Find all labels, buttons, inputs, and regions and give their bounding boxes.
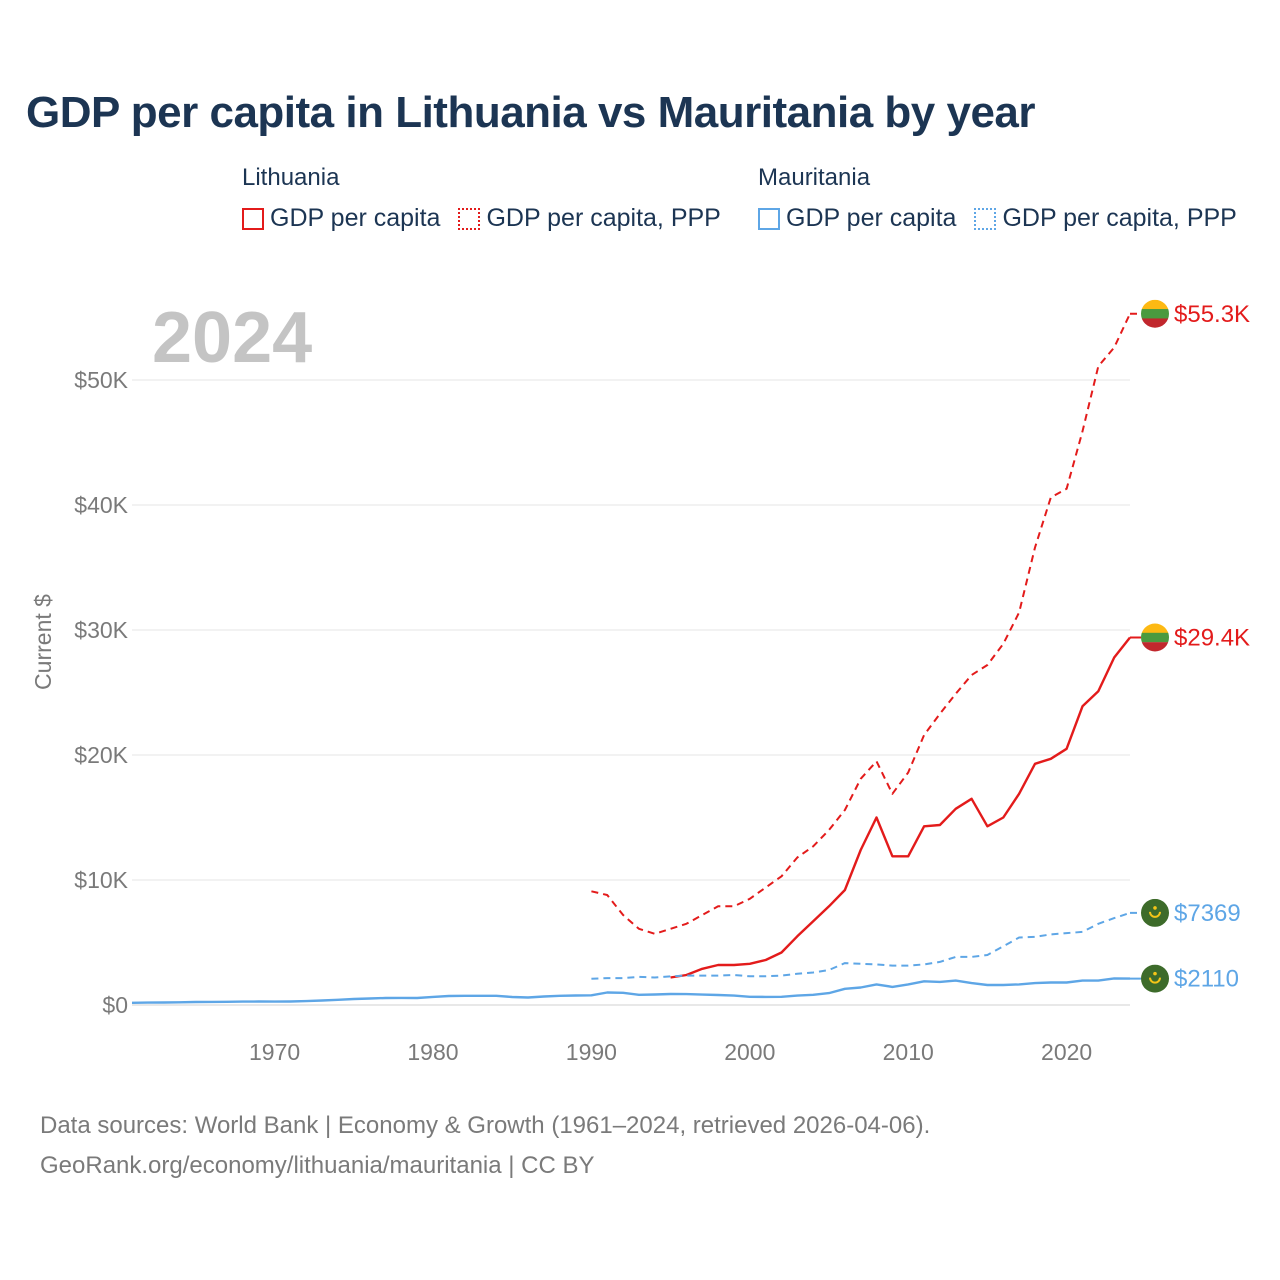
flag-stripe-yellow (1141, 299, 1169, 310)
end-markers: $55.3K $29.4K $7369 $2110 (1141, 299, 1250, 993)
source-line: Data sources: World Bank | Economy & Gro… (40, 1112, 931, 1139)
y-tick-label: $30K (74, 617, 128, 643)
flag-stripe-red (1141, 642, 1169, 652)
legend-country-lithuania: Lithuania (242, 164, 340, 191)
legend-label: GDP per capita (786, 204, 957, 232)
legend-label: GDP per capita, PPP (486, 204, 721, 232)
flag-star (1153, 971, 1157, 976)
lithuania-flag-icon (1141, 299, 1169, 328)
flag-field-green (1141, 964, 1169, 993)
end-value-label: $29.4K (1174, 625, 1250, 652)
y-tick-label: $20K (74, 742, 128, 768)
flag-crescent (1149, 911, 1161, 918)
series-line-lithuania-gdp-per-capita (670, 636, 1131, 979)
flag-stripe-red (1141, 318, 1169, 328)
axis-ticks: $0 $10K $20K $30K $40K $50K 1970 1980 1990 2000 20… (74, 367, 1092, 1065)
x-tick-label: 2010 (883, 1039, 934, 1065)
x-tick-label: 1980 (407, 1039, 458, 1065)
flag-crescent (1149, 977, 1161, 984)
series-line-lithuania-gdp-per-capita-ppp (591, 313, 1131, 935)
x-tick-label: 2000 (724, 1039, 775, 1065)
legend-group-mauritania: Mauritania GDP per capita GDP per capita… (758, 162, 1237, 233)
y-tick-label: $10K (74, 867, 128, 893)
legend-item-lithuania-gdp[interactable]: GDP per capita (242, 204, 440, 233)
y-axis-label: Current $ (30, 594, 56, 690)
flag-stripe-green (1141, 632, 1169, 643)
flag-body (1141, 964, 1169, 993)
y-tick-label: $0 (102, 992, 128, 1018)
legend-item-mauritania-gdp-ppp[interactable]: GDP per capita, PPP (974, 204, 1237, 233)
legend-swatch-solid-red (242, 207, 264, 230)
flag-body (1141, 898, 1169, 927)
x-tick-label: 1990 (566, 1039, 617, 1065)
gridlines (132, 379, 1130, 1006)
chart-title: GDP per capita in Lithuania vs Mauritani… (26, 88, 1036, 137)
series-lines (131, 312, 1141, 1004)
series-line-mauritania-gdp-per-capita (131, 977, 1131, 1004)
flag-body (1141, 623, 1169, 652)
legend-group-lithuania: Lithuania GDP per capita GDP per capita,… (242, 162, 721, 233)
legend-country-mauritania: Mauritania (758, 164, 871, 191)
mauritania-flag-icon (1141, 964, 1169, 993)
series-line-mauritania-gdp-per-capita-ppp (591, 911, 1131, 980)
end-value-label: $55.3K (1174, 301, 1250, 328)
legend-item-lithuania-gdp-ppp[interactable]: GDP per capita, PPP (458, 204, 721, 233)
flag-body (1141, 299, 1169, 328)
flag-star (1153, 906, 1157, 910)
year-watermark: 2024 (152, 298, 312, 378)
legend-label: GDP per capita, PPP (1002, 204, 1237, 232)
legend-item-mauritania-gdp[interactable]: GDP per capita (758, 204, 956, 233)
legend-label: GDP per capita (270, 204, 441, 232)
legend-swatch-dotted-red (458, 207, 481, 230)
x-tick-label: 2020 (1041, 1039, 1092, 1065)
legend-swatch-solid-blue (758, 207, 780, 230)
flag-field-green (1141, 898, 1169, 927)
source-note: Data sources: World Bank | Economy & Gro… (40, 1106, 930, 1186)
flag-stripe-green (1141, 309, 1169, 319)
x-tick-label: 1970 (249, 1039, 300, 1065)
source-link[interactable]: GeoRank.org/economy/lithuania/mauritania… (40, 1152, 595, 1179)
end-value-label: $2110 (1174, 966, 1239, 993)
lithuania-flag-icon (1141, 623, 1169, 652)
y-tick-label: $40K (74, 492, 128, 518)
flag-stripe-yellow (1141, 623, 1169, 634)
legend-swatch-dotted-blue (974, 207, 997, 230)
end-value-label: $7369 (1174, 900, 1241, 927)
y-tick-label: $50K (74, 367, 128, 393)
mauritania-flag-icon (1141, 898, 1169, 927)
